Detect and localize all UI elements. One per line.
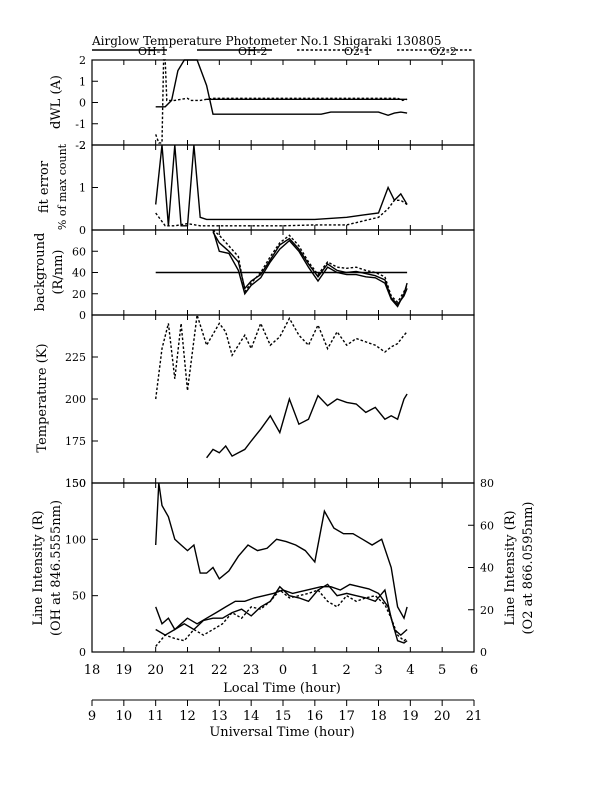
legend-label-oh-2: OH-2	[238, 45, 267, 58]
local-tick-label: 18	[84, 663, 101, 678]
panel-fit: 0 1 2 fit error % of max count	[37, 139, 475, 237]
y-right-tick-label: 20	[480, 604, 494, 617]
y-right-tick-label: 60	[480, 519, 494, 532]
local-tick-label: 19	[116, 663, 133, 678]
panel-frame	[91, 314, 475, 484]
local-time-label: Local Time (hour)	[223, 681, 341, 696]
y-tick-label: 0	[79, 646, 86, 659]
y-axis-label: Temperature (K)	[35, 343, 50, 452]
y-axis-label: % of max count	[56, 143, 69, 230]
chart-title: Airglow Temperature Photometer No.1 Shig…	[91, 34, 442, 48]
panels: -2 -1 0 1 2 dWL (A) 0 1 2 fit error % of max count…	[31, 54, 536, 659]
local-tick-label: 20	[147, 663, 164, 678]
series-int-0	[155, 482, 408, 621]
series-bg-2	[212, 229, 408, 304]
series-fit-0	[155, 144, 408, 227]
y-axis-label: (R/nm)	[51, 249, 66, 294]
ut-tick-label: 13	[211, 709, 228, 724]
legend: OH-1 OH-2 O2-1 O2-2	[92, 45, 472, 58]
series-dwl-0	[155, 59, 408, 144]
series-int-3	[155, 589, 408, 647]
y-tick-label: 2	[79, 54, 86, 67]
ut-tick-label: 10	[116, 709, 133, 724]
series-dwl-1	[155, 59, 408, 117]
ut-tick-label: 9	[88, 709, 96, 724]
series-temp-0	[155, 314, 408, 400]
ut-tick-label: 20	[434, 709, 451, 724]
legend-label-oh-1: OH-1	[138, 45, 167, 58]
y-tick-label: 225	[65, 351, 86, 364]
y-tick-label: 150	[65, 477, 86, 490]
y-tick-label: 1	[79, 75, 86, 88]
y-right-tick-label: 80	[480, 477, 494, 490]
y-tick-label: 150	[65, 477, 86, 490]
legend-label-o2-1: O2-1	[344, 45, 371, 58]
y-tick-label: 1	[79, 182, 86, 195]
panel-frame	[91, 59, 475, 146]
ut-tick-label: 11	[147, 709, 164, 724]
y-tick-label: 200	[65, 393, 86, 406]
local-tick-label: 0	[279, 663, 287, 678]
y-axis-label: (OH at 846.5555nm)	[49, 500, 64, 636]
y-tick-label: 100	[65, 533, 86, 546]
local-tick-label: 5	[438, 663, 446, 678]
y-tick-label: 0	[79, 309, 86, 322]
y-right-tick-label: 0	[480, 646, 487, 659]
ut-tick-label: 19	[402, 709, 419, 724]
ut-tick-label: 21	[466, 709, 483, 724]
series-bg-3	[212, 231, 408, 306]
ut-tick-label: 12	[179, 709, 196, 724]
y-tick-label: 60	[72, 245, 86, 258]
local-tick-label: 21	[179, 663, 196, 678]
local-tick-label: 23	[243, 663, 260, 678]
y-right-tick-label: 40	[480, 562, 494, 575]
ut-tick-label: 18	[370, 709, 387, 724]
y-tick-label: 175	[65, 435, 86, 448]
y-axis-label: background	[33, 233, 48, 312]
panel-bg: 0 20 40 60 background (R/nm)	[33, 229, 475, 322]
local-tick-label: 3	[374, 663, 382, 678]
y-axis-label: Line Intensity (R)	[31, 510, 46, 625]
local-tick-label: 2	[343, 663, 351, 678]
local-tick-label: 1	[311, 663, 319, 678]
legend-label-o2-2: O2-2	[430, 45, 457, 58]
ut-axis: 9 10 11 12 13 14 15 16 17 18 19 20 21 Universal Time…	[88, 699, 483, 740]
y-tick-label: 50	[72, 590, 86, 603]
y-tick-label: 20	[72, 288, 86, 301]
panel-temp: 150 175 200 225 Temperature (K)	[35, 314, 475, 490]
local-tick-label: 22	[211, 663, 228, 678]
y-tick-label: -2	[75, 139, 86, 152]
local-time-axis: 18 19 20 21 22 23 0 1 2 3 4 5 6 Local Time (hour)	[84, 663, 478, 696]
ut-tick-label: 15	[275, 709, 292, 724]
y-right-label: Line Intensity (R)	[503, 510, 518, 625]
y-right-label: (O2 at 866.0595nm)	[521, 501, 536, 634]
panel-frame	[91, 144, 475, 231]
ut-time-label: Universal Time (hour)	[209, 725, 354, 740]
y-tick-label: 2	[79, 139, 86, 152]
y-tick-label: 40	[72, 267, 86, 280]
y-tick-label: 0	[79, 97, 86, 110]
series-bg-1	[212, 229, 408, 308]
y-axis-label: fit error	[37, 160, 52, 213]
y-axis-label: dWL (A)	[49, 75, 64, 129]
series-temp-1	[206, 393, 408, 459]
ut-tick-label: 14	[243, 709, 260, 724]
ut-tick-label: 17	[338, 709, 355, 724]
ut-tick-label: 16	[307, 709, 324, 724]
local-tick-label: 6	[470, 663, 478, 678]
y-tick-label: -1	[75, 118, 86, 131]
series-fit-1	[155, 199, 408, 227]
local-tick-label: 4	[406, 663, 414, 678]
y-tick-label: 0	[79, 224, 86, 237]
panel-dwl: -2 -1 0 1 2 dWL (A)	[49, 54, 475, 152]
panel-frame	[91, 482, 475, 653]
series-int-2	[155, 583, 408, 644]
